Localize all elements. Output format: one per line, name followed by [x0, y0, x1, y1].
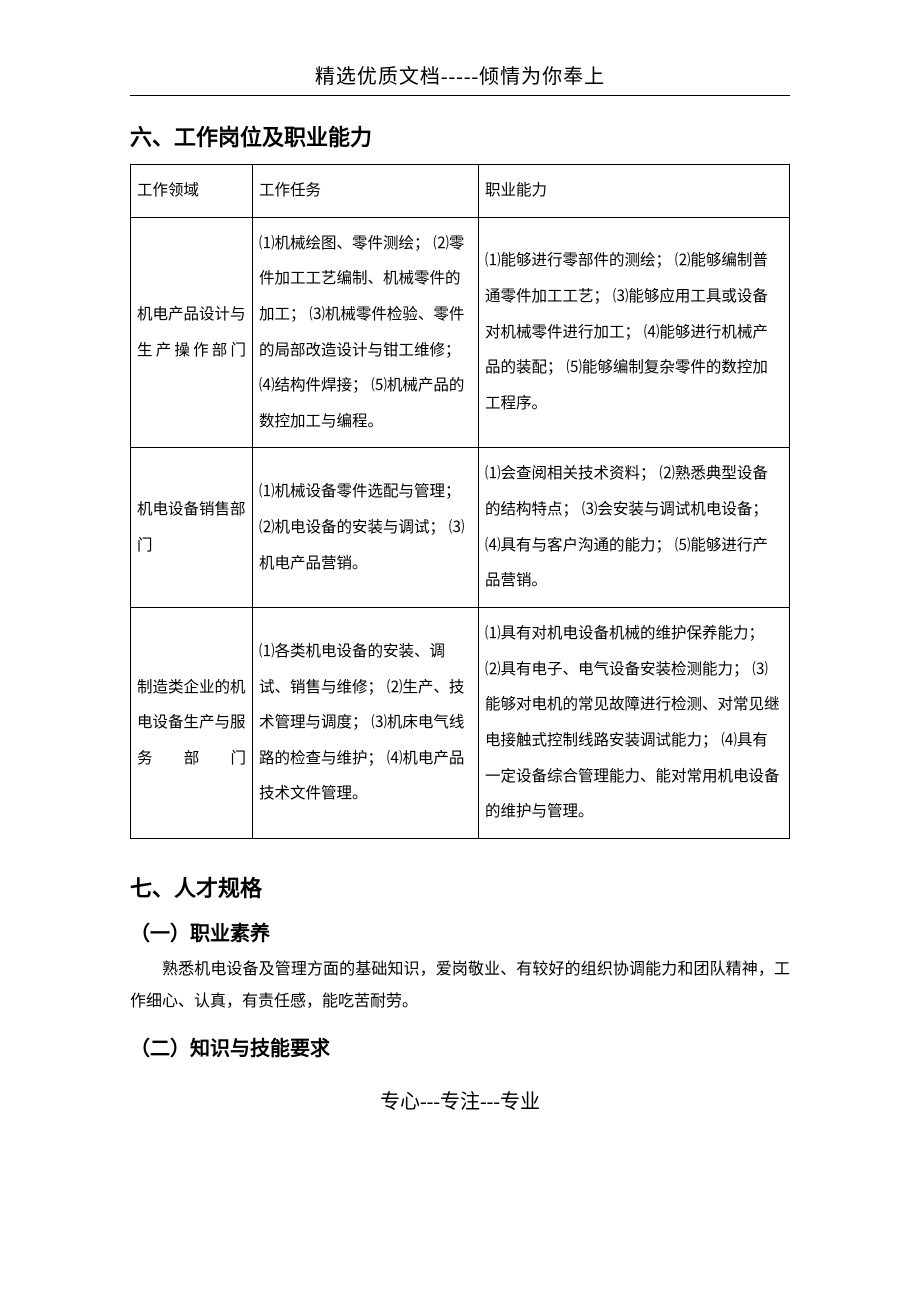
- cell-domain: 机电产品设计与生产操作部门: [131, 217, 253, 448]
- section-7-sub2-title: （二）知识与技能要求: [130, 1032, 790, 1061]
- cell-domain: 机电设备销售部门: [131, 448, 253, 608]
- th-domain: 工作领域: [131, 165, 253, 218]
- jobs-table: 工作领域 工作任务 职业能力 机电产品设计与生产操作部门 ⑴机械绘图、零件测绘；…: [130, 164, 790, 839]
- cell-skill: ⑴会查阅相关技术资料； ⑵熟悉典型设备的结构特点； ⑶会安装与调试机电设备； ⑷…: [479, 448, 790, 608]
- cell-skill: ⑴能够进行零部件的测绘； ⑵能够编制普通零件加工工艺； ⑶能够应用工具或设备对机…: [479, 217, 790, 448]
- section-7-heading: 七、人才规格: [130, 871, 790, 903]
- cell-task: ⑴机械设备零件选配与管理； ⑵机电设备的安装与调试； ⑶机电产品营销。: [253, 448, 479, 608]
- table-row: 机电设备销售部门 ⑴机械设备零件选配与管理； ⑵机电设备的安装与调试； ⑶机电产…: [131, 448, 790, 608]
- header-rule: [130, 95, 790, 96]
- table-row: 制造类企业的机电设备生产与服务部门 ⑴各类机电设备的安装、调试、销售与维修； ⑵…: [131, 608, 790, 839]
- page-header: 精选优质文档-----倾情为你奉上: [130, 60, 790, 89]
- th-skill: 职业能力: [479, 165, 790, 218]
- cell-task: ⑴各类机电设备的安装、调试、销售与维修； ⑵生产、技术管理与调度； ⑶机床电气线…: [253, 608, 479, 839]
- cell-task: ⑴机械绘图、零件测绘； ⑵零件加工工艺编制、机械零件的加工； ⑶机械零件检验、零…: [253, 217, 479, 448]
- cell-domain: 制造类企业的机电设备生产与服务部门: [131, 608, 253, 839]
- section-7-sub1-title: （一）职业素养: [130, 917, 790, 946]
- section-6-heading: 六、工作岗位及职业能力: [130, 120, 790, 152]
- page-footer: 专心---专注---专业: [130, 1085, 790, 1114]
- cell-skill: ⑴具有对机电设备机械的维护保养能力； ⑵具有电子、电气设备安装检测能力； ⑶能够…: [479, 608, 790, 839]
- page: 精选优质文档-----倾情为你奉上 六、工作岗位及职业能力 工作领域 工作任务 …: [0, 0, 920, 1154]
- th-task: 工作任务: [253, 165, 479, 218]
- table-row: 机电产品设计与生产操作部门 ⑴机械绘图、零件测绘； ⑵零件加工工艺编制、机械零件…: [131, 217, 790, 448]
- table-header-row: 工作领域 工作任务 职业能力: [131, 165, 790, 218]
- section-7-sub1-body: 熟悉机电设备及管理方面的基础知识，爱岗敬业、有较好的组织协调能力和团队精神，工作…: [130, 954, 790, 1018]
